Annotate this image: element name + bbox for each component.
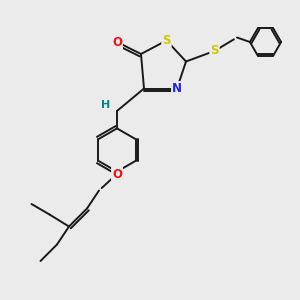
Text: H: H <box>101 100 110 110</box>
Text: N: N <box>172 82 182 95</box>
Text: O: O <box>112 167 122 181</box>
Text: O: O <box>112 35 122 49</box>
Text: S: S <box>210 44 219 58</box>
Text: S: S <box>162 34 171 47</box>
